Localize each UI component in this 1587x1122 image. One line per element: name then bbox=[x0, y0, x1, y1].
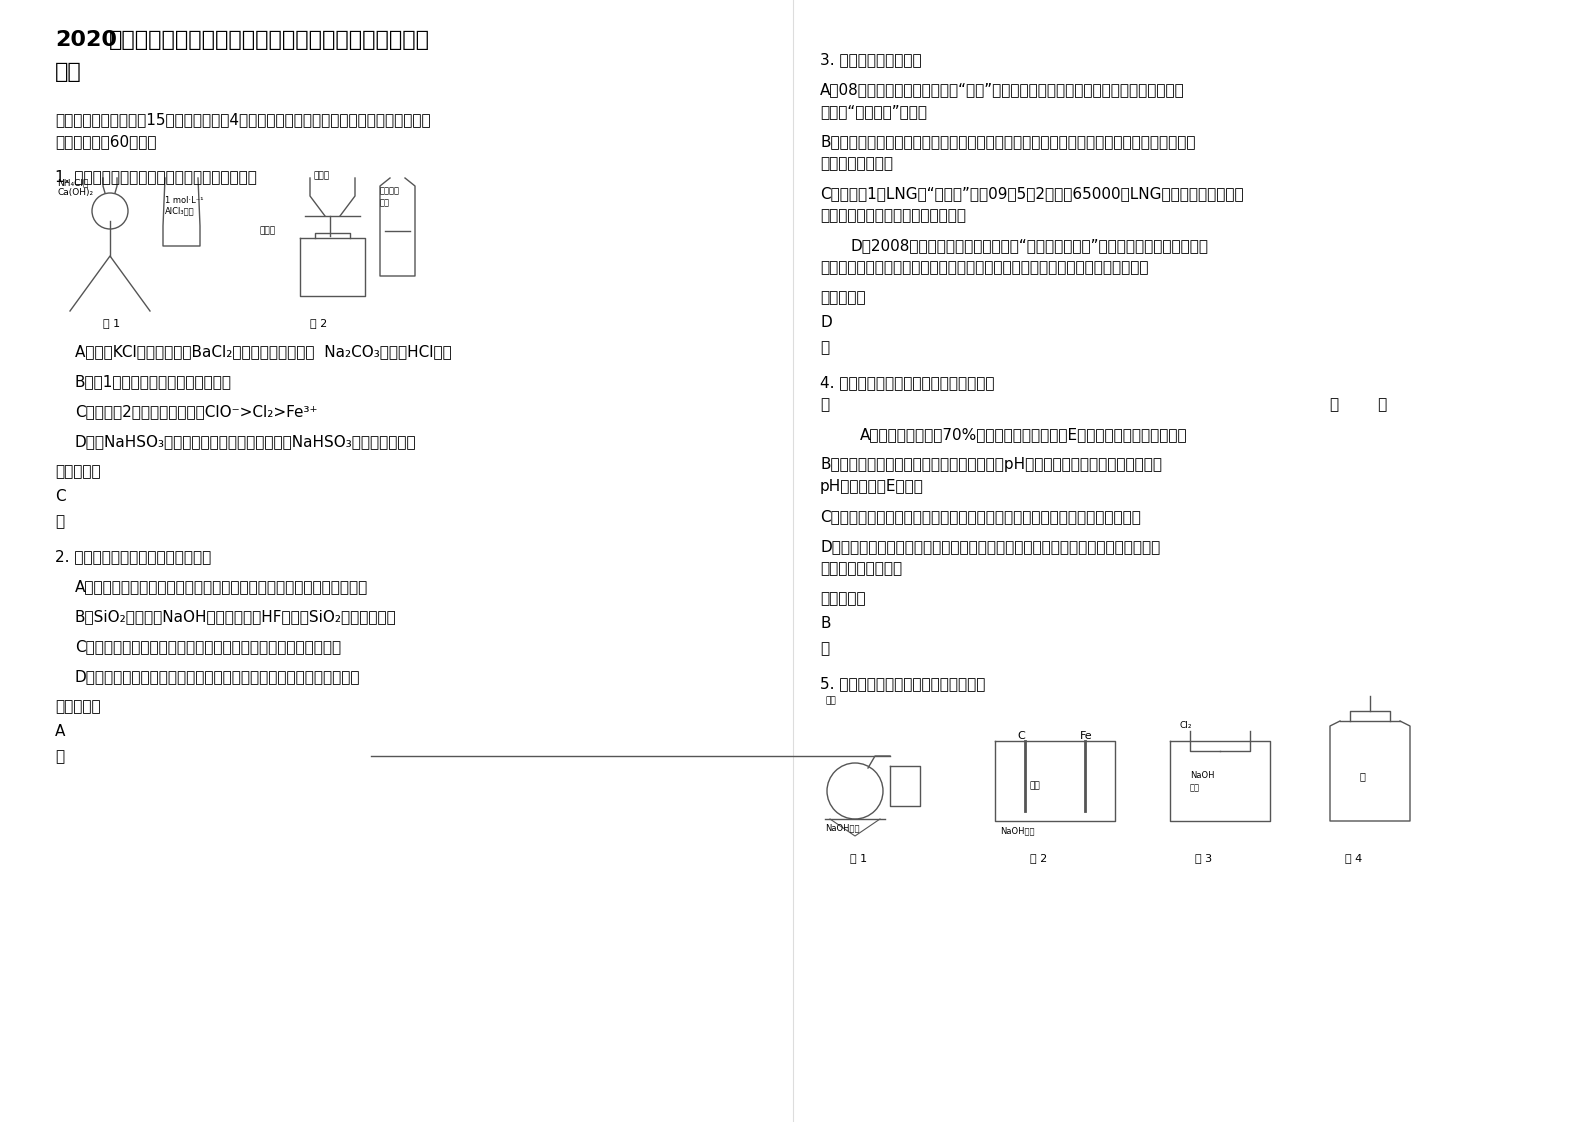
Text: 一、单选题（本大题入15个小题，每小邘4分。在每小题给出的四个选项中，只有一项符合: 一、单选题（本大题入15个小题，每小邘4分。在每小题给出的四个选项中，只有一项符… bbox=[56, 112, 430, 127]
Text: 某油: 某油 bbox=[1030, 781, 1041, 790]
Text: B．不同的氨基酸在水溶液中形成晶体析出时pH各不相同，所以可以通过控制溶液: B．不同的氨基酸在水溶液中形成晶体析出时pH各不相同，所以可以通过控制溶液 bbox=[820, 457, 1162, 472]
Text: 图 3: 图 3 bbox=[1195, 853, 1212, 863]
Text: 图 2: 图 2 bbox=[309, 318, 327, 328]
Text: NaOH: NaOH bbox=[1190, 771, 1214, 780]
Text: 略: 略 bbox=[820, 340, 828, 355]
Text: D．在NaHSO₃溶液中滴入石蕊试液，验证溶液NaHSO₃中存在水解平衡: D．在NaHSO₃溶液中滴入石蕊试液，验证溶液NaHSO₃中存在水解平衡 bbox=[75, 434, 417, 449]
Text: AlCl₃溶液: AlCl₃溶液 bbox=[165, 206, 195, 215]
Text: 型无机非金属材料: 型无机非金属材料 bbox=[820, 156, 893, 171]
Text: A．除去KCl溶液中混有的BaCl₂，所加试剂的顺序：  Na₂CO₃溶液、HCl溶液: A．除去KCl溶液中混有的BaCl₂，所加试剂的顺序： Na₂CO₃溶液、HCl… bbox=[75, 344, 452, 359]
Text: 2. 下列有关物质性质的叙述正确的是: 2. 下列有关物质性质的叙述正确的是 bbox=[56, 549, 211, 564]
Text: 化学中“焉色反应”的知识: 化学中“焉色反应”的知识 bbox=[820, 104, 927, 119]
Text: 2020: 2020 bbox=[56, 30, 117, 50]
Text: 参考答案：: 参考答案： bbox=[56, 465, 100, 479]
Text: 淠，说明淠粉未水解: 淠，说明淠粉未水解 bbox=[820, 561, 901, 576]
Text: C．向一定体积的稀祢酸中加入过量的铜粉，生成的气体能被烧碱溶液完全吸收: C．向一定体积的稀祢酸中加入过量的铜粉，生成的气体能被烧碱溶液完全吸收 bbox=[820, 509, 1141, 524]
Text: 年山东省潍坊市青州第一高级中学高三化学模拟试题含: 年山东省潍坊市青州第一高级中学高三化学模拟试题含 bbox=[110, 30, 430, 50]
Circle shape bbox=[92, 193, 129, 229]
Text: 图 2: 图 2 bbox=[1030, 853, 1047, 863]
Text: 人。蛋白质都是由氨基酸形成的不可降解的高分子化合物，其水溶液有丁达尔效应: 人。蛋白质都是由氨基酸形成的不可降解的高分子化合物，其水溶液有丁达尔效应 bbox=[820, 260, 1149, 275]
Text: 浓水: 浓水 bbox=[825, 696, 836, 705]
Text: A．浓硫酸能干燥氢气、氯气、一氧化碳等气体，说明浓硫酸具有吸水性: A．浓硫酸能干燥氢气、氯气、一氧化碳等气体，说明浓硫酸具有吸水性 bbox=[75, 579, 368, 594]
Text: 1. 下列有关实验操作、原理或现象叙述正确的是: 1. 下列有关实验操作、原理或现象叙述正确的是 bbox=[56, 169, 257, 184]
Circle shape bbox=[827, 763, 882, 819]
Text: 参考答案：: 参考答案： bbox=[820, 591, 865, 606]
Text: 参考答案：: 参考答案： bbox=[56, 699, 100, 714]
Text: Cl₂: Cl₂ bbox=[1181, 721, 1192, 730]
Text: 溶液: 溶液 bbox=[379, 197, 390, 206]
Text: D．2008年诺贝尔化学奖被授予研究“绿色荧光蛋白质”的美籍华裔科学家錢永健等: D．2008年诺贝尔化学奖被授予研究“绿色荧光蛋白质”的美籍华裔科学家錢永健等 bbox=[851, 238, 1208, 252]
Text: C: C bbox=[56, 489, 65, 504]
Text: Ca(OH)₂: Ca(OH)₂ bbox=[57, 188, 94, 197]
Text: 水: 水 bbox=[1360, 771, 1366, 781]
Text: B．图1烧杯中先出现白色沉淠后溢解: B．图1烧杯中先出现白色沉淠后溢解 bbox=[75, 374, 232, 389]
Text: D．在淠粉溶液中加入适量稀硫酸微热，再加少量新制氮氧化铜浊液加热，无红色沉: D．在淠粉溶液中加入适量稀硫酸微热，再加少量新制氮氧化铜浊液加热，无红色沉 bbox=[820, 539, 1160, 554]
Text: C．中国第1艘LNG船“大鹏晠”已于09年5月2日满载65000吨LNG，抒达广东。船底镶: C．中国第1艘LNG船“大鹏晠”已于09年5月2日满载65000吨LNG，抒达广… bbox=[820, 186, 1244, 201]
Text: 图 4: 图 4 bbox=[1346, 853, 1362, 863]
Text: NH₄Cl和: NH₄Cl和 bbox=[57, 178, 89, 187]
Text: pH的方法分离E氨基酸: pH的方法分离E氨基酸 bbox=[820, 479, 924, 494]
Text: 题目要求，兠60分。）: 题目要求，兠60分。） bbox=[56, 134, 157, 149]
Text: C．乙炔能使溢水、酸性高锶酸锇溶液褪色，说明乙炔具有漂白性: C．乙炔能使溢水、酸性高锶酸锇溶液褪色，说明乙炔具有漂白性 bbox=[75, 640, 341, 654]
Text: 氯化亚鐵: 氯化亚鐵 bbox=[379, 186, 400, 195]
Text: 嵌锥块，锣作负极，以防船体被腐蚀: 嵌锥块，锣作负极，以防船体被腐蚀 bbox=[820, 208, 966, 223]
Text: A．08年北京奥运会开幕式上的“脚印”等焉火让全世界为之欢呼、倒，这主要是利用了: A．08年北京奥运会开幕式上的“脚印”等焉火让全世界为之欢呼、倒，这主要是利用了 bbox=[820, 82, 1185, 96]
Text: 是: 是 bbox=[820, 397, 828, 412]
Text: B．我国神七宇航员所穿航天服主要成分是由碳化硝、陶瓷和碳纤维复合而成的，它是一种新: B．我国神七宇航员所穿航天服主要成分是由碳化硝、陶瓷和碳纤维复合而成的，它是一种… bbox=[820, 134, 1195, 149]
Text: C: C bbox=[1017, 732, 1025, 741]
Text: A: A bbox=[56, 724, 65, 739]
Text: 3. 下列说法不正确的是: 3. 下列说法不正确的是 bbox=[820, 52, 922, 67]
Text: Fe: Fe bbox=[1081, 732, 1092, 741]
Text: A．在漂白粉中滴入70%的硫酸，立射产生黄绻E气体，说明硫酸具有氧化性: A．在漂白粉中滴入70%的硫酸，立射产生黄绻E气体，说明硫酸具有氧化性 bbox=[860, 427, 1187, 442]
Text: 图 1: 图 1 bbox=[103, 318, 121, 328]
Text: C．用如图2装置验证氧化性：ClO⁻>Cl₂>Fe³⁺: C．用如图2装置验证氧化性：ClO⁻>Cl₂>Fe³⁺ bbox=[75, 404, 317, 419]
Text: 略: 略 bbox=[56, 514, 63, 528]
Text: 5. 下列有关实验装置的说法中正确的是: 5. 下列有关实验装置的说法中正确的是 bbox=[820, 675, 986, 691]
Text: 浓盐酸: 浓盐酸 bbox=[313, 171, 329, 180]
Text: 1 mol·L⁻¹: 1 mol·L⁻¹ bbox=[165, 196, 203, 205]
Text: NaOH固体: NaOH固体 bbox=[825, 824, 860, 833]
Text: 漂白粉: 漂白粉 bbox=[260, 226, 276, 234]
Text: B．SiO₂既能溢于NaOH溶液又能溢于HF，说明SiO₂是两性氧化物: B．SiO₂既能溢于NaOH溶液又能溢于HF，说明SiO₂是两性氧化物 bbox=[75, 609, 397, 624]
Text: 4. 下列有关物质的性质及其解释都正确的: 4. 下列有关物质的性质及其解释都正确的 bbox=[820, 375, 995, 390]
Text: 溶液: 溶液 bbox=[1190, 783, 1200, 792]
Text: D: D bbox=[820, 315, 832, 330]
Text: 图 1: 图 1 bbox=[851, 853, 867, 863]
Text: B: B bbox=[820, 616, 830, 631]
Text: 略: 略 bbox=[56, 749, 63, 764]
Text: NaOH溶液: NaOH溶液 bbox=[1000, 826, 1035, 835]
Text: （        ）: （ ） bbox=[1330, 397, 1387, 412]
Text: 参考答案：: 参考答案： bbox=[820, 289, 865, 305]
Text: D．纤维素的水解产物能够发生銀镜反应，说明纤维素是一种还原性糖: D．纤维素的水解产物能够发生銀镜反应，说明纤维素是一种还原性糖 bbox=[75, 669, 360, 684]
Text: 解析: 解析 bbox=[56, 62, 83, 82]
Text: 略: 略 bbox=[820, 641, 828, 656]
